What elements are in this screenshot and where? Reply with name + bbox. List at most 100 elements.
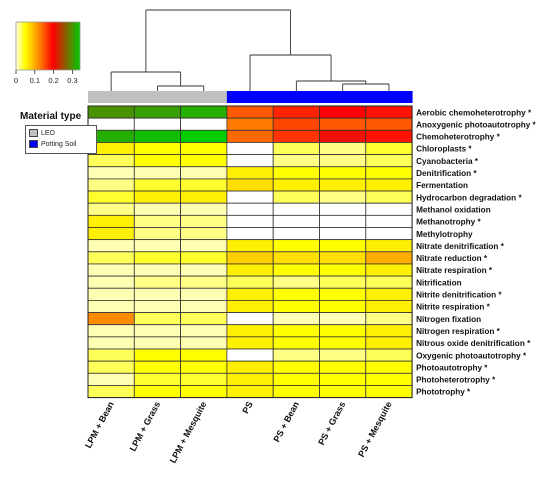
column-label-ps-bean: PS + Bean — [271, 400, 301, 444]
row-label-nitrate-reduction: Nitrate reduction * — [416, 254, 488, 263]
row-label-nitrate-denitrification: Nitrate denitrification * — [416, 242, 505, 251]
heatmap-cell — [319, 239, 367, 253]
heatmap-cell — [87, 275, 135, 289]
heatmap-cell — [226, 117, 274, 131]
column-label-lpm-mesquite: LPM + Mesquite — [168, 400, 209, 465]
heatmap-cell — [365, 166, 413, 180]
heatmap-cell — [180, 154, 228, 168]
heatmap-cell — [180, 360, 228, 374]
heatmap-cell — [180, 178, 228, 192]
heatmap-cell — [133, 154, 182, 168]
material-type-cell — [88, 91, 135, 103]
heatmap-cell — [180, 385, 228, 399]
heatmap-cell — [319, 202, 367, 216]
heatmap-cell — [180, 275, 228, 289]
heatmap-cell — [365, 336, 413, 350]
heatmap-cell — [87, 287, 135, 301]
heatmap-cell — [87, 105, 135, 119]
color-key-gradient — [15, 21, 81, 71]
row-label-fermentation: Fermentation — [416, 181, 468, 190]
color-key-tick-label: 0 — [14, 76, 18, 85]
heatmap-cell — [272, 251, 320, 265]
heatmap-cell — [319, 227, 367, 241]
heatmap-cell — [272, 299, 320, 313]
heatmap-cell — [365, 372, 413, 386]
heatmap-cell — [319, 360, 367, 374]
heatmap-cell — [180, 348, 228, 362]
heatmap-cell — [272, 287, 320, 301]
heatmap-cell — [365, 190, 413, 204]
row-label-nitrite-denitrification: Nitrite denitrification * — [416, 291, 502, 300]
heatmap-cell — [133, 214, 182, 228]
heatmap-cell — [365, 299, 413, 313]
heatmap-cell — [365, 312, 413, 326]
heatmap-cell — [272, 336, 320, 350]
heatmap-cell — [272, 129, 320, 143]
row-label-photoheterotrophy: Photoheterotrophy * — [416, 376, 496, 385]
heatmap-cell — [133, 105, 182, 119]
heatmap-cells — [87, 105, 413, 399]
heatmap-cell — [365, 105, 413, 119]
heatmap-cell — [226, 336, 274, 350]
row-label-nitrogen-fixation: Nitrogen fixation — [416, 315, 481, 324]
heatmap-cell — [226, 178, 274, 192]
heatmap-cell — [180, 190, 228, 204]
heatmap-cell — [365, 154, 413, 168]
material-type-bar — [88, 91, 413, 103]
heatmap-cell — [226, 154, 274, 168]
row-label-photoautotrophy: Photoautotrophy * — [416, 363, 488, 372]
color-key-tick-label: 0.2 — [48, 76, 58, 85]
heatmap-cell — [87, 263, 135, 277]
row-label-aerobic-chemoheterotrophy: Aerobic chemoheterotrophy * — [416, 108, 532, 117]
heatmap-cell — [226, 385, 274, 399]
heatmap-cell — [180, 129, 228, 143]
heatmap-cell — [365, 142, 413, 155]
heatmap-cell — [272, 360, 320, 374]
heatmap-cell — [365, 239, 413, 253]
heatmap-cell — [87, 299, 135, 313]
heatmap-cell — [226, 129, 274, 143]
row-label-nitrite-respiration: Nitrite respiration * — [416, 303, 491, 312]
heatmap-cell — [133, 190, 182, 204]
column-label-lpm-grass: LPM + Grass — [128, 400, 163, 453]
color-key: 0 0.1 0.2 0.3 — [14, 21, 81, 85]
heatmap-cell — [87, 239, 135, 253]
heatmap-cell — [365, 263, 413, 277]
heatmap-cell — [272, 312, 320, 326]
heatmap-cell — [226, 166, 274, 180]
heatmap-cell — [87, 348, 135, 362]
heatmap-cell — [319, 190, 367, 204]
heatmap-cell — [87, 385, 135, 399]
heatmap-cell — [226, 263, 274, 277]
row-label-cyanobacteria: Cyanobacteria * — [416, 157, 479, 166]
heatmap-cell — [180, 202, 228, 216]
heatmap-cell — [133, 275, 182, 289]
heatmap-cell — [319, 251, 367, 265]
column-dendrogram — [110, 9, 390, 91]
heatmap-cell — [226, 105, 274, 119]
heatmap-cell — [365, 178, 413, 192]
row-label-hydrocarbon-degradation: Hydrocarbon degradation * — [416, 193, 522, 202]
row-label-denitrification: Denitrification * — [416, 169, 477, 178]
row-label-nitrification: Nitrification — [416, 278, 462, 287]
heatmap-cell — [226, 324, 274, 338]
heatmap-cell — [87, 178, 135, 192]
heatmap-cell — [226, 299, 274, 313]
color-key-tick-label: 0.1 — [30, 76, 40, 85]
heatmap-cell — [133, 263, 182, 277]
row-label-phototrophy: Phototrophy * — [416, 388, 471, 397]
heatmap-cell — [133, 348, 182, 362]
heatmap-cell — [133, 178, 182, 192]
material-type-title: Material type — [20, 111, 82, 122]
heatmap-cell — [272, 385, 320, 399]
row-label-nitrate-respiration: Nitrate respiration * — [416, 266, 493, 275]
heatmap-cell — [180, 105, 228, 119]
heatmap-cell — [319, 142, 367, 155]
heatmap-cell — [87, 324, 135, 338]
heatmap-cell — [226, 360, 274, 374]
heatmap-cell — [133, 117, 182, 131]
heatmap-cell — [133, 324, 182, 338]
heatmap-cell — [226, 275, 274, 289]
material-type-cell — [319, 91, 367, 103]
